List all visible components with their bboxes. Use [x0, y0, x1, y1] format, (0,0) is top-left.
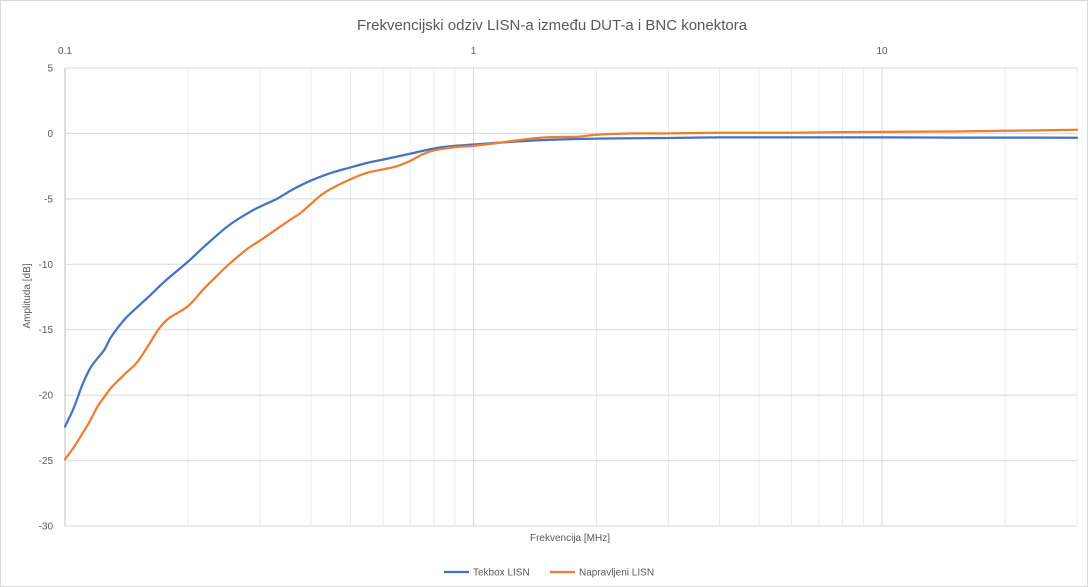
legend: Tekbox LISN Napravljeni LISN	[444, 568, 654, 579]
series-line-tekbox-lisn	[63, 136, 1079, 428]
y-tick-label: -10	[39, 260, 54, 271]
y-tick-label: -15	[39, 325, 54, 336]
y-tick-label: -30	[39, 522, 54, 533]
chart-title: Frekvencijski odziv LISN-a između DUT-a …	[357, 17, 748, 34]
y-tick-label: 0	[47, 129, 53, 140]
x-tick-label: 10	[877, 46, 889, 57]
series-line-napravljeni-lisn	[63, 128, 1079, 461]
legend-label: Tekbox LISN	[473, 568, 530, 579]
y-tick-label: -25	[39, 456, 54, 467]
x-tick-label: 0.1	[58, 46, 72, 57]
series-group	[63, 128, 1079, 461]
y-tick-label: 5	[47, 64, 53, 75]
x-tick-label: 1	[471, 46, 477, 57]
y-tick-label: -5	[44, 194, 53, 205]
axes: 5 0 -5 -10 -15 -20 -25 -30 0.1 1 10	[39, 46, 889, 533]
x-axis-label: Frekvencija [MHz]	[530, 533, 610, 544]
y-axis-label: Amplituda [dB]	[22, 263, 33, 328]
y-tick-label: -20	[39, 391, 54, 402]
gridlines	[64, 67, 1078, 527]
legend-label: Napravljeni LISN	[579, 568, 654, 579]
